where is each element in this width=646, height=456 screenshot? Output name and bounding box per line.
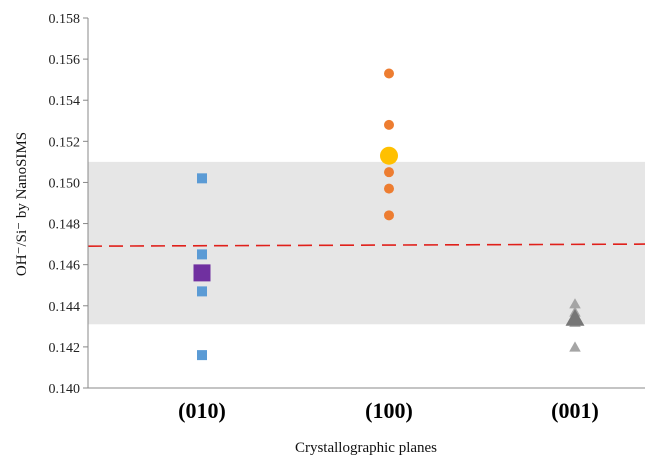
y-tick-label: 0.144 xyxy=(49,300,81,315)
y-tick-label: 0.148 xyxy=(49,218,81,233)
reference-dashed-line xyxy=(87,243,646,247)
y-tick-label: 0.156 xyxy=(49,53,81,68)
y-axis-title: OH⁻/Si⁻ by NanoSIMS xyxy=(14,132,30,276)
data-point xyxy=(384,119,394,130)
data-point xyxy=(384,68,394,79)
data-point xyxy=(384,210,394,221)
y-tick-label: 0.146 xyxy=(49,259,81,274)
data-point xyxy=(197,249,207,260)
mean-point xyxy=(193,264,211,282)
uncertainty-band-layer xyxy=(88,161,645,325)
data-point xyxy=(569,341,581,352)
data-point xyxy=(384,183,394,194)
y-tick-label: 0.142 xyxy=(49,341,81,356)
axes xyxy=(87,18,645,389)
mean-point xyxy=(565,309,585,326)
y-tick-label: 0.158 xyxy=(49,12,81,27)
category-label: (010) xyxy=(178,398,226,423)
data-point xyxy=(197,350,207,361)
data-points xyxy=(193,68,585,361)
data-point xyxy=(384,167,394,178)
mean-point xyxy=(380,146,398,165)
y-tick-labels: 0.140 0.142 0.144 0.146 0.148 0.150 0.152 0.154… xyxy=(49,12,88,397)
data-point xyxy=(197,173,207,184)
y-tick-label: 0.152 xyxy=(49,135,81,150)
y-tick-label: 0.154 xyxy=(49,94,81,109)
reference-line-layer xyxy=(87,243,646,247)
y-tick-label: 0.140 xyxy=(49,382,81,397)
y-tick-label: 0.150 xyxy=(49,176,81,191)
data-point xyxy=(569,298,581,309)
shaded-band xyxy=(88,161,645,325)
category-label: (100) xyxy=(365,398,413,423)
x-axis-title: Crystallographic planes xyxy=(295,440,437,456)
category-labels: (010) (100) (001) xyxy=(178,398,599,423)
data-point xyxy=(197,286,207,297)
category-label: (001) xyxy=(551,398,599,423)
